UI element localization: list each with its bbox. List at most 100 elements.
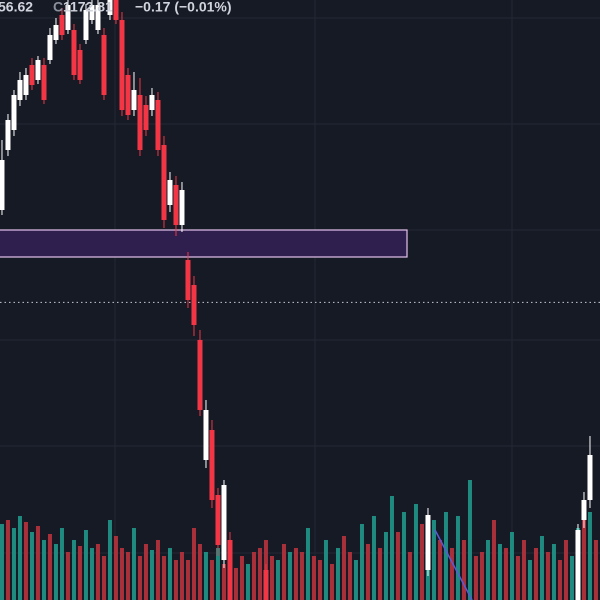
volume-bar — [377, 548, 382, 600]
volume-bar — [71, 540, 76, 600]
volume-bar — [113, 536, 118, 600]
candle-body — [59, 15, 65, 35]
volume-bar — [437, 540, 442, 600]
volume-bar — [245, 564, 250, 600]
candle-body — [197, 340, 203, 410]
volume-bar — [41, 540, 46, 600]
volume-bar — [443, 512, 448, 600]
volume-bar — [557, 560, 562, 600]
volume-bar — [359, 524, 364, 600]
volume-bar — [35, 526, 40, 600]
volume-bar — [107, 520, 112, 600]
volume-bar — [119, 548, 124, 600]
volume-bar — [515, 556, 520, 600]
candle-body — [221, 485, 227, 560]
volume-bar — [149, 550, 154, 600]
header: 56.62 C 1172.81 −0.17 (−0.01%) — [0, 0, 232, 15]
zone-layer — [0, 229, 600, 303]
candle-body — [95, 5, 101, 30]
volume-bar — [221, 564, 226, 600]
candle-body — [53, 25, 59, 40]
candle-body — [23, 75, 29, 95]
volume-bar — [23, 522, 28, 600]
volume-bar — [131, 528, 136, 600]
volume-bar — [593, 540, 598, 600]
volume-bar — [389, 496, 394, 600]
volume-bar — [293, 548, 298, 600]
candle-body — [191, 285, 197, 325]
volume-bar — [341, 536, 346, 600]
candle-body — [209, 430, 215, 500]
volume-bar — [395, 532, 400, 600]
volume-bar — [215, 548, 220, 600]
candle-body — [131, 90, 137, 110]
candle-body — [83, 10, 89, 40]
volume-bar — [77, 546, 82, 600]
candle-body — [179, 190, 185, 225]
volume-bar — [269, 556, 274, 600]
candle-body — [203, 410, 209, 460]
candle-body — [581, 500, 587, 520]
volume-bar — [185, 560, 190, 600]
volume-bar — [407, 552, 412, 600]
volume-bar — [179, 552, 184, 600]
volume-bar — [533, 548, 538, 600]
volume-bar — [365, 544, 370, 600]
volume-bar — [551, 544, 556, 600]
change-value: −0.17 (−0.01%) — [135, 0, 232, 15]
close-value: 1172.81 — [63, 0, 113, 15]
candle-body — [77, 50, 83, 80]
volume-bar — [5, 520, 10, 600]
volume-bar — [275, 560, 280, 600]
candle-body — [215, 495, 221, 545]
volume-bar — [143, 544, 148, 600]
volume-bar — [89, 548, 94, 600]
volume-bar — [383, 532, 388, 600]
volume-bar — [173, 560, 178, 600]
volume-bar — [509, 532, 514, 600]
volume-bar — [581, 504, 586, 600]
candle-body — [575, 530, 581, 600]
candle-body — [119, 20, 125, 110]
volume-bar — [413, 504, 418, 600]
volume — [0, 480, 598, 600]
candle-body — [11, 95, 17, 130]
volume-bar — [47, 534, 52, 600]
supply-zone — [0, 229, 408, 258]
volume-bar — [101, 556, 106, 600]
volume-bar — [335, 548, 340, 600]
candle-body — [173, 185, 179, 225]
volume-bar — [311, 556, 316, 600]
volume-bar — [491, 520, 496, 600]
candle-body — [263, 570, 269, 600]
volume-bar — [347, 552, 352, 600]
volume-bar — [371, 516, 376, 600]
volume-bar — [155, 540, 160, 600]
volume-bar — [503, 548, 508, 600]
volume-bar — [449, 548, 454, 600]
close-label: C — [53, 0, 63, 15]
candle-body — [113, 0, 119, 20]
candle-body — [41, 65, 47, 100]
volume-bar — [233, 568, 238, 600]
volume-bar — [497, 544, 502, 600]
volume-bar — [527, 560, 532, 600]
volume-bar — [563, 540, 568, 600]
volume-bar — [251, 552, 256, 600]
volume-bar — [197, 544, 202, 600]
volume-bar — [167, 548, 172, 600]
volume-bar — [191, 528, 196, 600]
candle-body — [155, 100, 161, 150]
volume-bar — [209, 560, 214, 600]
volume-bar — [65, 552, 70, 600]
volume-bar — [473, 556, 478, 600]
volume-bar — [0, 524, 4, 600]
candle-body — [227, 540, 233, 600]
volume-bar — [539, 536, 544, 600]
volume-bar — [479, 552, 484, 600]
candle-body — [0, 160, 5, 210]
volume-bar — [485, 540, 490, 600]
